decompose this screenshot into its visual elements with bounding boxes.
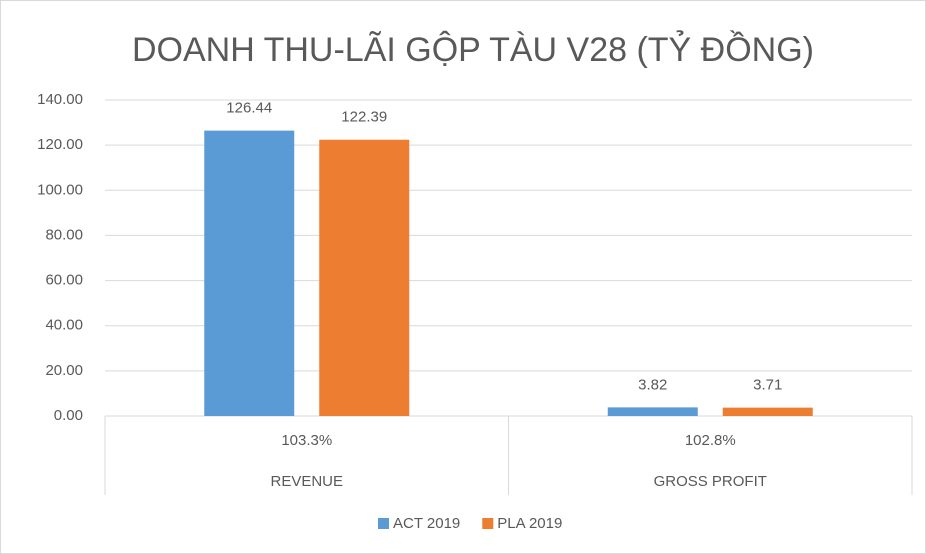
y-tick-label: 140.00 <box>37 91 83 108</box>
data-label: 122.39 <box>341 109 387 126</box>
bar <box>722 407 813 416</box>
legend-swatch <box>482 518 494 529</box>
legend-swatch <box>378 518 389 529</box>
bar <box>607 407 698 416</box>
chart-title: DOANH THU-LÃI GỘP TÀU V28 (TỶ ĐỒNG) <box>132 31 814 69</box>
y-tick-label: 120.00 <box>37 136 83 153</box>
data-label: 3.82 <box>638 376 667 393</box>
y-tick-label: 80.00 <box>45 226 83 243</box>
bar <box>204 130 295 416</box>
legend-label: PLA 2019 <box>497 515 562 532</box>
y-tick-label: 60.00 <box>45 272 83 289</box>
legend-label: ACT 2019 <box>393 515 460 532</box>
x-tick-label: REVENUE <box>270 473 343 490</box>
data-label: 3.71 <box>753 377 782 394</box>
x-subcategory-label: 103.3% <box>281 432 332 449</box>
y-tick-label: 0.00 <box>54 407 83 424</box>
data-label: 126.44 <box>226 100 272 117</box>
x-tick-label: GROSS PROFIT <box>654 473 767 490</box>
y-tick-label: 100.00 <box>37 181 83 198</box>
y-tick-label: 40.00 <box>45 317 83 334</box>
bar <box>319 139 410 416</box>
x-subcategory-label: 102.8% <box>685 432 736 449</box>
y-tick-label: 20.00 <box>45 362 83 379</box>
